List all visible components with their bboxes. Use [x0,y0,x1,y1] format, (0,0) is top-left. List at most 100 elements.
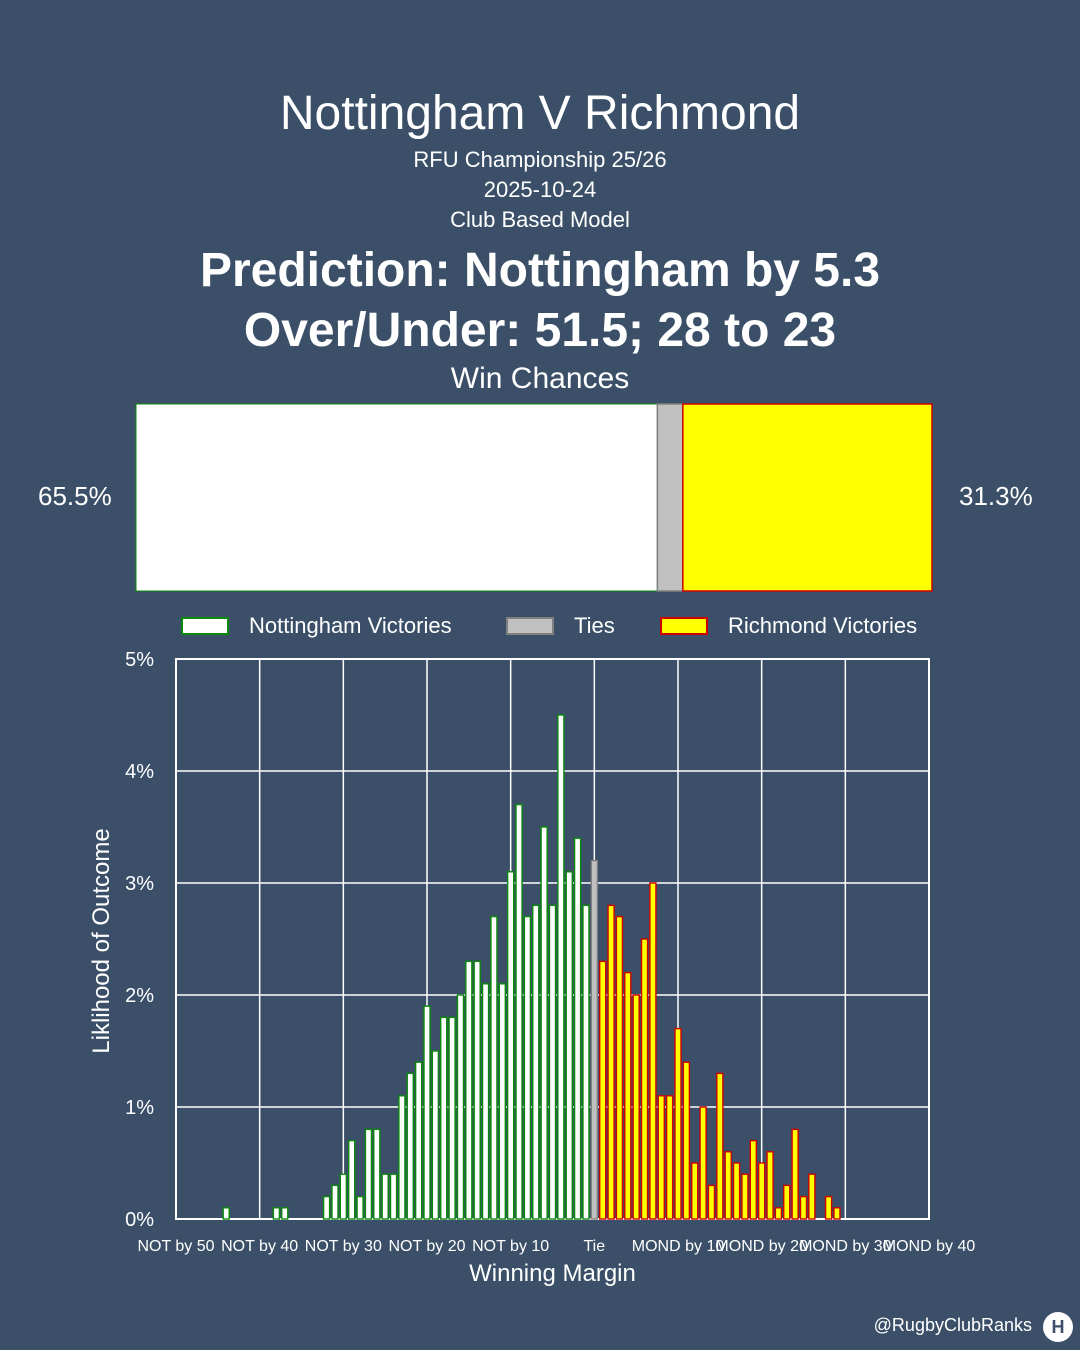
x-tick-label: NOT by 10 [472,1238,549,1255]
bar-away [749,1139,758,1220]
bar-home [389,1173,398,1220]
bar-home [506,871,515,1220]
over-under-text: Over/Under: 51.5; 28 to 23 [243,304,837,357]
logo-icon: H [1043,1312,1073,1342]
bar-away [640,938,649,1220]
bar-home [222,1207,230,1220]
x-tick-label: NOT by 20 [388,1238,465,1255]
bar-away [766,1151,774,1220]
bar-home [473,960,481,1220]
x-tick-label: MOND by 20 [715,1238,808,1255]
legend-item-tie: Ties [506,612,615,640]
bar-away [682,1061,691,1220]
bar-away [607,904,615,1220]
bar-away [716,1072,724,1220]
bar-home [557,714,565,1220]
y-tick-label: 3% [125,873,154,895]
bar-away [632,994,640,1220]
bar-home [339,1173,348,1220]
bar-home [364,1128,373,1220]
y-tick-label: 0% [125,1209,154,1231]
x-axis-label: Winning Margin [469,1260,636,1287]
win-bar-home [135,403,658,592]
bar-away [808,1173,816,1220]
bar-home [498,983,507,1220]
legend-label-tie: Ties [574,613,615,638]
x-tick-label: Tie [584,1238,606,1255]
bar-away [691,1162,699,1220]
bar-away [783,1184,791,1220]
bar-home [414,1061,423,1220]
bar-home [490,915,498,1220]
legend-swatch-tie [506,617,554,635]
bar-home [456,994,465,1220]
bar-home [573,837,582,1220]
bar-home [423,1005,431,1220]
bar-home [356,1195,364,1220]
bar-away [791,1128,799,1220]
legend-label-home: Nottingham Victories [249,613,452,638]
y-tick-label: 2% [125,985,154,1007]
y-tick-label: 4% [125,761,154,783]
bar-home [373,1128,381,1220]
bar-away [674,1027,682,1220]
x-tick-label: MOND by 40 [883,1238,976,1255]
prediction-text: Prediction: Nottingham by 5.3 [199,244,881,297]
model-label: Club Based Model [450,207,630,232]
bar-away [799,1195,808,1220]
bar-home [515,803,523,1220]
bar-home [272,1207,281,1220]
y-axis-label: Liklihood of Outcome [88,828,115,1053]
match-date: 2025-10-24 [483,177,597,202]
bar-tie [590,859,599,1220]
home-win-pct: 65.5% [38,481,112,511]
bar-home [431,1050,440,1220]
bar-home [548,904,557,1220]
bar-away [657,1095,665,1220]
x-tick-label: NOT by 50 [137,1238,214,1255]
bar-away [724,1151,732,1220]
bar-away [699,1106,707,1220]
bar-away [615,915,624,1220]
win-chances-label: Win Chances [450,362,630,395]
bar-home [565,871,573,1220]
bar-home [440,1016,448,1220]
bar-home [322,1195,331,1220]
bar-home [398,1095,406,1220]
legend-item-away: Richmond Victories [660,612,917,640]
bar-home [347,1139,356,1220]
bar-home [540,826,548,1220]
y-tick-label: 1% [125,1097,154,1119]
bar-away [774,1207,783,1220]
bar-home [465,960,473,1220]
bar-home [532,904,540,1220]
bar-away [732,1162,741,1220]
x-tick-label: MOND by 30 [799,1238,892,1255]
y-tick-label: 5% [125,649,154,671]
bar-away [833,1207,841,1220]
legend-item-home: Nottingham Victories [181,612,452,640]
bar-home [523,915,532,1220]
bar-away [598,960,607,1220]
x-tick-label: NOT by 30 [305,1238,382,1255]
bar-away [707,1184,716,1220]
bar-away [757,1162,766,1220]
competition-label: RFU Championship 25/26 [413,147,667,172]
bar-home [331,1184,339,1220]
bar-home [582,904,590,1220]
bar-home [448,1016,456,1220]
bar-home [481,983,490,1220]
page-title: Nottingham V Richmond [279,87,801,140]
bar-away [665,1095,674,1220]
bar-away [624,971,632,1220]
bar-away [824,1195,833,1220]
legend-label-away: Richmond Victories [728,613,918,638]
legend-swatch-away [660,617,708,635]
bar-away [649,882,657,1220]
legend-swatch-home [181,617,229,635]
win-chances-bar [135,403,933,592]
credit-handle: @RugbyClubRanks [873,1315,1032,1335]
margin-histogram: 0% 1% 2% 3% 4% 5% NOT by 50 NOT by 40 NOT by 30 N… [88,649,976,1287]
bar-away [741,1173,749,1220]
x-tick-label: MOND by 10 [632,1238,725,1255]
